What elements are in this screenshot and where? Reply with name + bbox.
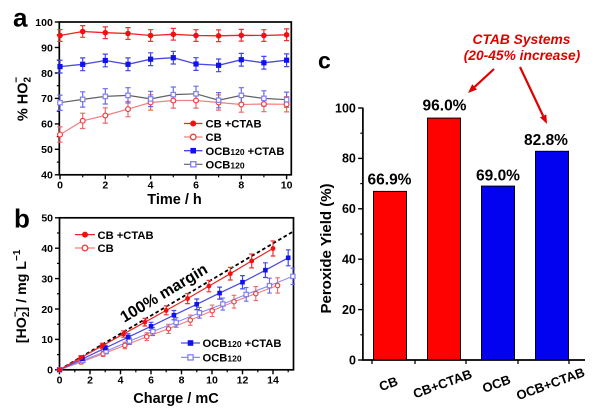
svg-text:CTAB Systems: CTAB Systems bbox=[473, 32, 571, 47]
svg-text:60: 60 bbox=[342, 202, 356, 216]
svg-text:8: 8 bbox=[238, 179, 244, 191]
svg-text:Charge / mC: Charge / mC bbox=[133, 391, 219, 407]
svg-text:10: 10 bbox=[281, 179, 293, 191]
svg-text:2: 2 bbox=[87, 374, 93, 386]
svg-text:66.9%: 66.9% bbox=[368, 172, 412, 189]
svg-text:6: 6 bbox=[193, 179, 199, 191]
svg-text:90: 90 bbox=[41, 42, 53, 54]
svg-text:OCB120: OCB120 bbox=[206, 160, 245, 172]
svg-text:CB +CTAB: CB +CTAB bbox=[206, 119, 262, 131]
svg-text:OCB120 +CTAB: OCB120 +CTAB bbox=[203, 338, 282, 350]
svg-text:a: a bbox=[13, 3, 28, 33]
svg-text:10: 10 bbox=[206, 374, 218, 386]
svg-text:20: 20 bbox=[342, 303, 356, 317]
svg-text:CB +CTAB: CB +CTAB bbox=[98, 230, 154, 242]
svg-text:2: 2 bbox=[102, 179, 108, 191]
svg-text:% HO2−: % HO2− bbox=[12, 76, 34, 121]
svg-text:10: 10 bbox=[41, 334, 53, 346]
svg-text:4: 4 bbox=[148, 179, 154, 191]
svg-text:CB: CB bbox=[377, 374, 400, 395]
svg-text:Peroxide Yield (%): Peroxide Yield (%) bbox=[318, 183, 335, 313]
svg-text:40: 40 bbox=[41, 170, 53, 182]
svg-text:80: 80 bbox=[41, 68, 53, 80]
svg-text:0: 0 bbox=[57, 179, 63, 191]
svg-text:14: 14 bbox=[267, 374, 279, 386]
svg-text:12: 12 bbox=[237, 374, 249, 386]
svg-text:6: 6 bbox=[148, 374, 154, 386]
svg-text:100: 100 bbox=[35, 17, 53, 29]
svg-text:0: 0 bbox=[349, 353, 356, 367]
svg-text:50: 50 bbox=[41, 144, 53, 156]
svg-text:4: 4 bbox=[118, 374, 124, 386]
svg-text:0: 0 bbox=[57, 374, 63, 386]
svg-text:30: 30 bbox=[41, 273, 53, 285]
svg-text:CB: CB bbox=[98, 243, 114, 255]
svg-text:[HO2−] / mg L−1: [HO2−] / mg L−1 bbox=[11, 249, 33, 343]
svg-text:c: c bbox=[318, 48, 331, 74]
svg-text:0: 0 bbox=[47, 365, 53, 377]
svg-text:60: 60 bbox=[41, 119, 53, 131]
svg-text:20: 20 bbox=[41, 304, 53, 316]
svg-text:(20-45% increase): (20-45% increase) bbox=[464, 48, 581, 63]
svg-text:40: 40 bbox=[342, 253, 356, 267]
svg-text:CB: CB bbox=[206, 132, 222, 144]
svg-text:82.8%: 82.8% bbox=[524, 132, 568, 149]
svg-text:50: 50 bbox=[41, 213, 53, 225]
svg-text:40: 40 bbox=[41, 243, 53, 255]
svg-text:80: 80 bbox=[342, 152, 356, 166]
svg-text:69.0%: 69.0% bbox=[476, 168, 520, 185]
svg-text:Time / h: Time / h bbox=[147, 192, 202, 208]
svg-text:100: 100 bbox=[335, 101, 356, 115]
svg-text:OCB120 +CTAB: OCB120 +CTAB bbox=[206, 146, 285, 158]
svg-text:b: b bbox=[14, 204, 30, 234]
svg-text:OCB120: OCB120 bbox=[203, 353, 242, 365]
svg-text:70: 70 bbox=[41, 93, 53, 105]
svg-text:96.0%: 96.0% bbox=[423, 98, 467, 115]
svg-text:8: 8 bbox=[179, 374, 185, 386]
